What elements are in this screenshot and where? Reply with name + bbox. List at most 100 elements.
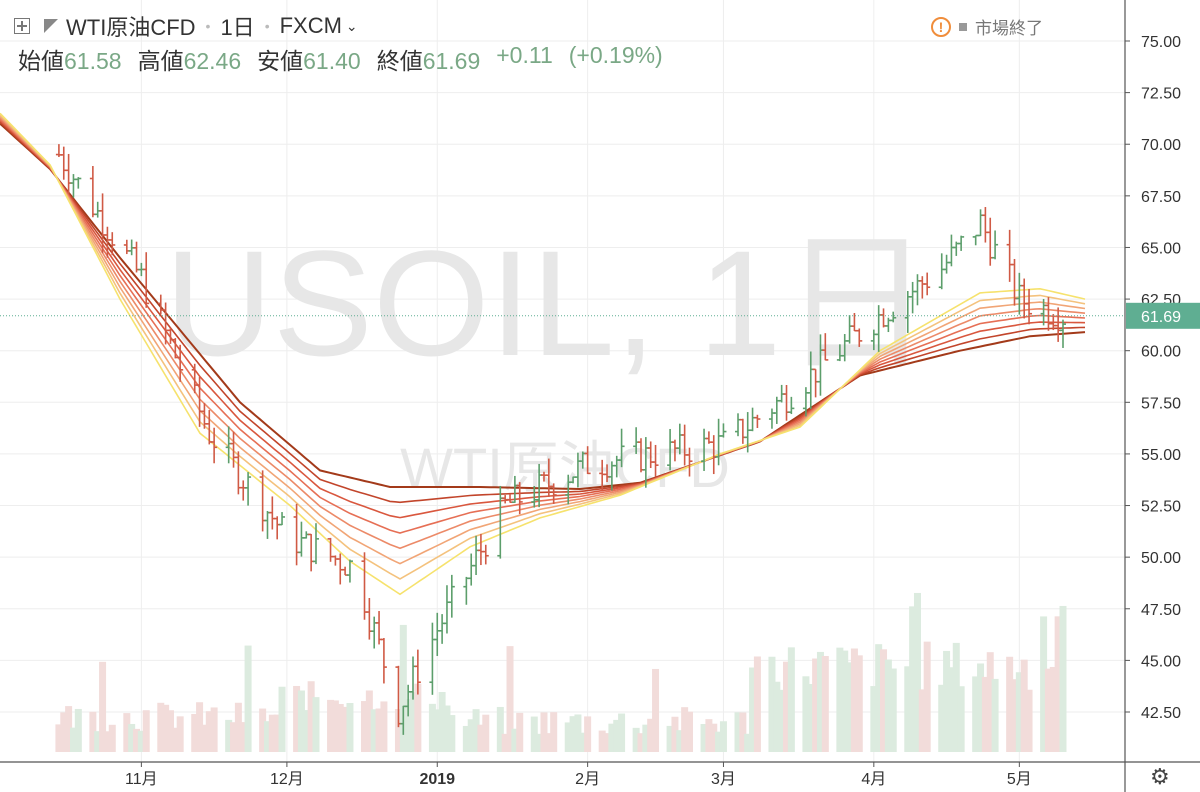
volume-bar xyxy=(60,712,68,752)
volume-bar xyxy=(380,701,388,752)
volume-bar xyxy=(210,707,218,752)
volume-bar xyxy=(676,730,684,752)
gear-icon[interactable]: ⚙ xyxy=(1150,764,1170,789)
exchange-label[interactable]: FXCM xyxy=(279,13,342,38)
x-tick-label: 2019 xyxy=(419,771,455,788)
volume-bar xyxy=(327,699,335,752)
volume-bar xyxy=(123,713,131,752)
volume-bar xyxy=(768,656,776,752)
volume-bar xyxy=(200,724,208,752)
y-tick-label: 70.00 xyxy=(1141,137,1181,154)
chart-header: WTI原油CFD • 1日 • FXCM ⌄ 始値61.58 高値62.46 安… xyxy=(0,0,1125,80)
volume-bar xyxy=(263,721,271,752)
volume-bar xyxy=(870,686,878,752)
change-percent: (+0.19%) xyxy=(568,42,663,68)
volume-bar xyxy=(671,716,679,752)
volume-bar xyxy=(331,700,339,752)
volume-bar xyxy=(923,641,931,752)
volume-bar xyxy=(972,676,980,752)
y-tick-label: 72.50 xyxy=(1141,86,1181,103)
volume-bar xyxy=(293,685,301,752)
volume-bar xyxy=(545,733,553,752)
volume-bar xyxy=(312,697,320,752)
volume-bar xyxy=(399,624,407,752)
volume-bar xyxy=(307,681,315,752)
volume-bar xyxy=(448,715,456,752)
volume-bar xyxy=(259,708,267,752)
volume-bar xyxy=(297,690,305,752)
volume-bar xyxy=(613,719,621,752)
volume-bar xyxy=(875,644,883,752)
interval-label[interactable]: 1日 xyxy=(220,15,255,40)
open-value: 61.58 xyxy=(64,48,122,74)
low-value: 61.40 xyxy=(303,48,361,74)
volume-bar xyxy=(821,656,829,752)
chevron-down-icon[interactable]: ⌄ xyxy=(345,17,358,34)
volume-bar xyxy=(1010,679,1018,752)
ema-ribbon-line-2 xyxy=(0,121,1086,504)
volume-bar xyxy=(443,705,451,752)
volume-bar xyxy=(550,712,558,752)
volume-bar xyxy=(171,727,179,752)
volume-bar xyxy=(157,702,165,752)
volume-bar xyxy=(909,606,917,752)
x-tick-label: 5月 xyxy=(1007,771,1032,788)
volume-bar xyxy=(816,651,824,752)
volume-bar xyxy=(652,668,660,752)
volume-bar xyxy=(501,733,509,752)
volume-bar xyxy=(841,650,849,752)
volume-bar xyxy=(540,712,548,752)
close-value: 61.69 xyxy=(422,48,481,74)
plus-square-icon[interactable] xyxy=(14,18,30,34)
volume-bar xyxy=(370,709,378,752)
y-tick-label: 42.50 xyxy=(1141,705,1181,722)
high-label: 高値 xyxy=(137,48,184,74)
market-status-label: 市場終了 xyxy=(975,19,1043,38)
y-tick-label: 57.50 xyxy=(1141,395,1181,412)
volume-bar xyxy=(836,647,844,752)
volume-bar xyxy=(496,706,504,752)
volume-bar xyxy=(991,678,999,752)
volume-bar xyxy=(574,714,582,752)
last-price-label: 61.69 xyxy=(1141,309,1181,326)
x-tick-label: 4月 xyxy=(861,771,886,788)
volume-bar xyxy=(884,659,892,752)
y-tick-label: 50.00 xyxy=(1141,550,1181,567)
volume-bar xyxy=(700,724,708,752)
change-value: +0.11 xyxy=(496,42,553,68)
volume-bar xyxy=(913,592,921,752)
watermark-symbol: USOIL, 1日 xyxy=(165,219,932,387)
close-label: 終値 xyxy=(376,48,423,74)
ema-ribbon-line-8 xyxy=(0,112,1086,596)
y-tick-label: 60.00 xyxy=(1141,344,1181,361)
volume-bar xyxy=(773,681,781,752)
volume-bar xyxy=(365,690,373,752)
volume-bar xyxy=(133,728,141,752)
volume-bar xyxy=(511,728,519,752)
flag-icon[interactable] xyxy=(44,19,58,33)
volume-bar xyxy=(482,714,490,752)
volume-bar xyxy=(715,731,723,752)
x-tick-label: 3月 xyxy=(711,771,736,788)
volume-bar xyxy=(1015,672,1023,752)
volume-bar xyxy=(1054,616,1062,752)
symbol-row: WTI原油CFD • 1日 • FXCM ⌄ xyxy=(14,10,358,42)
market-status[interactable]: ! 市場終了 xyxy=(931,14,1043,39)
volume-bar xyxy=(341,706,349,752)
volume-bar xyxy=(981,676,989,752)
volume-bar xyxy=(710,723,718,752)
volume-bar xyxy=(642,724,650,752)
volume-bar xyxy=(1006,656,1014,752)
volume-bar xyxy=(986,652,994,752)
y-tick-label: 55.00 xyxy=(1141,447,1181,464)
open-label: 始値 xyxy=(18,48,64,74)
volume-bar xyxy=(428,703,436,752)
volume-bar xyxy=(608,723,616,752)
y-tick-label: 45.00 xyxy=(1141,653,1181,670)
volume-bar xyxy=(103,731,111,752)
symbol-name[interactable]: WTI原油CFD xyxy=(66,15,196,40)
volume-bar xyxy=(1044,668,1052,752)
volume-bar xyxy=(516,712,524,752)
volume-bar xyxy=(579,732,587,752)
